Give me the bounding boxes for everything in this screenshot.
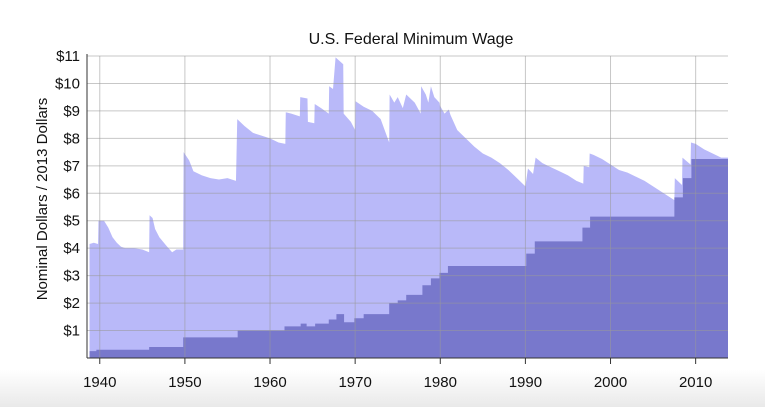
y-tick-label: $1 xyxy=(63,323,80,340)
series-area-nominal xyxy=(89,158,729,358)
x-tick-label: 2010 xyxy=(679,374,712,391)
y-tick-label: $9 xyxy=(63,103,80,120)
chart-title: U.S. Federal Minimum Wage xyxy=(309,31,514,48)
grid-group xyxy=(87,55,728,358)
y-tick-label: $7 xyxy=(63,158,80,175)
y-tick-label: $4 xyxy=(63,240,80,257)
axes-group xyxy=(86,54,728,364)
x-tick-label: 1940 xyxy=(83,374,116,391)
y-tick-label: $8 xyxy=(63,130,80,147)
areas-group xyxy=(89,57,729,359)
x-tick-label: 1960 xyxy=(253,374,286,391)
y-tick-label: $5 xyxy=(63,213,80,230)
y-tick-label: $6 xyxy=(63,185,80,202)
bottom-fade xyxy=(0,370,765,407)
y-tick-label: $10 xyxy=(55,75,80,92)
y-tick-label: $3 xyxy=(63,268,80,285)
y-axis-label: Nominal Dollars / 2013 Dollars xyxy=(34,98,51,301)
x-tick-label: 1990 xyxy=(509,374,542,391)
y-tick-label: $11 xyxy=(56,48,80,65)
x-tick-label: 1980 xyxy=(424,374,457,391)
x-tick-label: 1970 xyxy=(338,374,371,391)
ticks-group: $1 $2 $3 $4 $5 $6 $7 $8 $9 $10 $11 1940 1950 1960 1970… xyxy=(55,48,712,391)
y-tick-label: $2 xyxy=(63,295,80,312)
x-tick-label: 1950 xyxy=(168,374,201,391)
x-tick-label: 2000 xyxy=(594,374,627,391)
